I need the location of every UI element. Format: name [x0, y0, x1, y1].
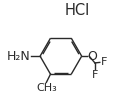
- Text: HCl: HCl: [65, 3, 90, 18]
- Text: O: O: [87, 50, 97, 63]
- Text: F: F: [101, 57, 107, 67]
- Text: F: F: [92, 70, 98, 80]
- Text: H₂N: H₂N: [6, 50, 30, 63]
- Text: CH₃: CH₃: [36, 83, 57, 93]
